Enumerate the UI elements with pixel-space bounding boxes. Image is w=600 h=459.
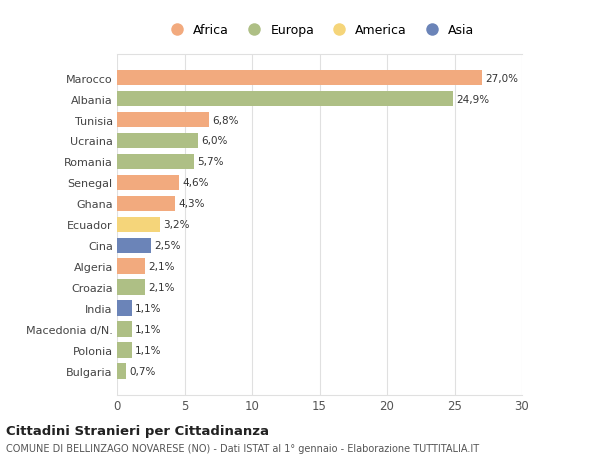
- Bar: [117, 280, 145, 296]
- Text: 24,9%: 24,9%: [457, 94, 490, 104]
- Bar: [117, 175, 179, 191]
- Bar: [117, 133, 198, 149]
- Text: 2,1%: 2,1%: [149, 262, 175, 272]
- Bar: [117, 301, 132, 317]
- Text: COMUNE DI BELLINZAGO NOVARESE (NO) - Dati ISTAT al 1° gennaio - Elaborazione TUT: COMUNE DI BELLINZAGO NOVARESE (NO) - Dat…: [6, 443, 479, 453]
- Text: 6,8%: 6,8%: [212, 115, 239, 125]
- Bar: [117, 217, 160, 233]
- Bar: [117, 322, 132, 337]
- Text: 1,1%: 1,1%: [135, 304, 162, 313]
- Bar: [117, 364, 127, 379]
- Bar: [117, 71, 482, 86]
- Text: 4,3%: 4,3%: [178, 199, 205, 209]
- Text: 5,7%: 5,7%: [197, 157, 224, 167]
- Legend: Africa, Europa, America, Asia: Africa, Europa, America, Asia: [164, 24, 475, 37]
- Text: 27,0%: 27,0%: [485, 73, 518, 84]
- Bar: [117, 343, 132, 358]
- Bar: [117, 259, 145, 274]
- Text: 0,7%: 0,7%: [130, 366, 156, 376]
- Text: 4,6%: 4,6%: [182, 178, 209, 188]
- Bar: [117, 91, 453, 107]
- Bar: [117, 112, 209, 128]
- Bar: [117, 154, 194, 170]
- Bar: [117, 196, 175, 212]
- Text: 1,1%: 1,1%: [135, 346, 162, 356]
- Text: 2,5%: 2,5%: [154, 241, 181, 251]
- Text: 1,1%: 1,1%: [135, 325, 162, 335]
- Text: 6,0%: 6,0%: [202, 136, 228, 146]
- Text: Cittadini Stranieri per Cittadinanza: Cittadini Stranieri per Cittadinanza: [6, 424, 269, 437]
- Bar: [117, 238, 151, 254]
- Text: 3,2%: 3,2%: [164, 220, 190, 230]
- Text: 2,1%: 2,1%: [149, 283, 175, 293]
